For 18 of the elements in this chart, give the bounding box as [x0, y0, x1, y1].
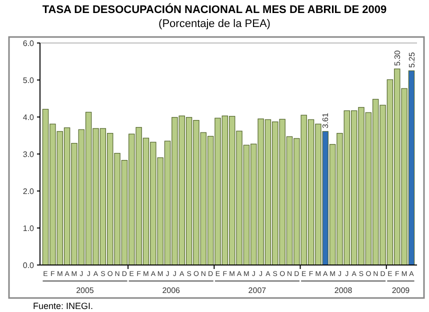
text: 2009 [392, 286, 410, 295]
chart-title: TASA DE DESOCUPACIÓN NACIONAL AL MES DE ABRIL DE 2009 [42, 3, 387, 16]
y-tick-label: 0.0 [22, 260, 35, 270]
text: 2006 [162, 286, 181, 295]
chart-subtitle: (Porcentaje de la PEA) [158, 18, 270, 30]
data-label: 3.61 [321, 112, 330, 128]
data-label: 5.30 [392, 50, 402, 66]
y-tick-label: 1.0 [22, 224, 35, 233]
y-tick-label: 5.0 [22, 76, 35, 85]
source-note: Fuente: INEGI. [33, 301, 94, 311]
y-tick-label: 6.0 [22, 38, 35, 48]
text: 2008 [334, 286, 353, 295]
data-label: 5.25 [407, 52, 416, 68]
text: 2005 [76, 286, 94, 295]
y-tick-label: 2.0 [22, 186, 35, 196]
y-tick-label: 3.0 [22, 150, 35, 159]
text: 2007 [248, 286, 267, 295]
y-tick-label: 4.0 [22, 112, 35, 122]
